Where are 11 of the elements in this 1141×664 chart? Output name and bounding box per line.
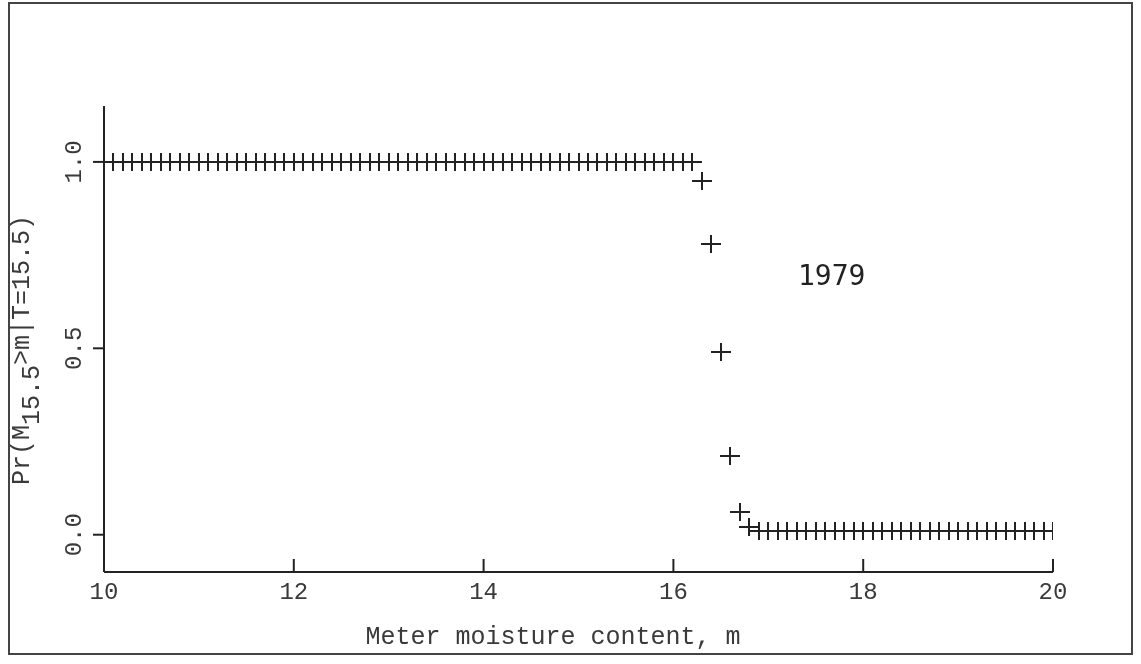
x-tick-label: 14	[469, 579, 499, 606]
x-tick-label: 16	[658, 579, 688, 606]
x-tick-label: 10	[89, 579, 119, 606]
y-tick-label: 0.0	[61, 513, 89, 557]
x-tick-label: 12	[279, 579, 309, 606]
x-tick-label: 18	[848, 579, 878, 606]
x-tick-label: 20	[1038, 579, 1068, 606]
annotation: 1979	[798, 259, 866, 292]
y-tick-label: 1.0	[61, 140, 89, 184]
y-tick-label: 0.5	[61, 326, 89, 370]
x-axis-title: Meter moisture content, m	[365, 622, 741, 652]
